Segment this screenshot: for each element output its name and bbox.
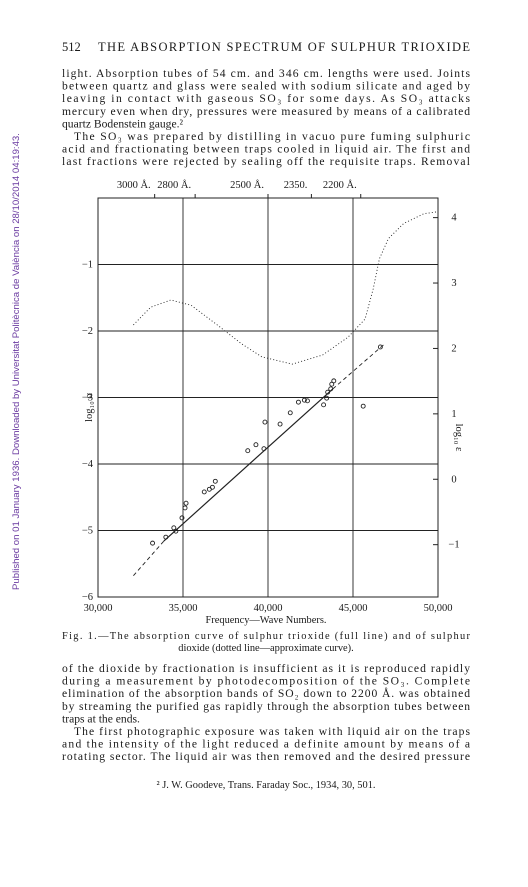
top-tick-label: 3000 Å.	[117, 179, 151, 191]
data-point	[201, 489, 207, 495]
y-tick-label: −5	[82, 526, 93, 537]
x-tick-label: 35,000	[169, 603, 198, 614]
y2-tick-label: 3	[451, 278, 456, 289]
caption-line: Fig. 1.—The absorption curve of sulphur …	[62, 631, 471, 642]
running-title: THE ABSORPTION SPECTRUM OF SULPHUR TRIOX…	[98, 40, 470, 54]
download-notice: Published on 01 January 1936. Downloaded…	[11, 133, 22, 590]
data-point	[150, 540, 156, 546]
caption-line: dioxide (dotted line—approximate curve).	[178, 643, 353, 654]
x-axis-label: Frequency—Wave Numbers.	[206, 615, 327, 626]
y-tick-label: −6	[82, 592, 93, 603]
solid-curve	[163, 388, 334, 542]
text-line: leaving in contact with gaseous SO₃ for …	[62, 92, 470, 105]
data-point	[295, 399, 301, 405]
figure: 30,000 35,000 40,000 45,000 50,000 3000 Å. 280…	[82, 179, 464, 626]
data-point	[173, 528, 179, 534]
text-line: The SO₃ was prepared by distilling in va…	[74, 130, 470, 143]
x-tick-label: 40,000	[254, 603, 283, 614]
y-tick-label: −4	[82, 459, 94, 470]
text-line: by streaming the purified gas rapidly th…	[62, 700, 470, 713]
text-line: acid and fractionating between traps coo…	[62, 143, 470, 156]
data-point	[321, 402, 327, 408]
y2-axis-label: log₁₀ ε	[453, 424, 464, 452]
dotted-curve	[133, 211, 439, 365]
footnote: ² J. W. Goodeve, Trans. Faraday Soc., 19…	[156, 780, 375, 791]
y2-tick-label: 0	[451, 474, 456, 485]
data-point	[212, 478, 218, 484]
x-tick-label: 50,000	[424, 603, 453, 614]
data-point	[183, 500, 189, 506]
top-tick-label: 2200 Å.	[323, 179, 357, 191]
data-point	[209, 484, 215, 490]
top-tick-label: 2350.	[284, 180, 308, 191]
y2-tick-label: 2	[451, 343, 456, 354]
data-point	[182, 505, 188, 511]
top-tick-label: 2800 Å.	[157, 179, 191, 191]
text-line: traps at the ends.	[62, 712, 140, 725]
data-point	[253, 442, 259, 448]
top-tick-label: 2500 Å.	[230, 179, 264, 191]
data-point	[179, 515, 185, 521]
y2-tick-label: 4	[451, 213, 457, 224]
text-line: of the dioxide by fractionation is insuf…	[62, 662, 470, 675]
data-point	[331, 378, 337, 384]
data-point	[304, 398, 310, 404]
dashed-curve	[332, 344, 384, 390]
data-point	[324, 395, 330, 401]
y-axis-label: log₁₀ α	[84, 393, 95, 422]
page-number: 512	[62, 40, 81, 54]
data-point	[377, 344, 383, 350]
data-point	[262, 419, 268, 425]
y2-tick-label: 1	[451, 409, 456, 420]
y2-tick-label: −1	[448, 540, 459, 551]
text-line: The first photographic exposure was take…	[74, 725, 470, 738]
data-point	[287, 410, 293, 416]
text-line: and the intensity of the light reduced a…	[62, 738, 470, 751]
text-line: elimination of the absorption bands of S…	[62, 686, 470, 700]
x-tick-label: 45,000	[339, 603, 368, 614]
text-line: between quartz and glass were sealed wit…	[62, 80, 470, 93]
x-tick-label: 30,000	[84, 603, 113, 614]
y-tick-label: −3	[82, 393, 93, 404]
data-point	[360, 403, 366, 409]
y-tick-label: −2	[82, 326, 93, 337]
y-tick-label: −1	[82, 260, 93, 271]
text-line: during a measurement by photodecompositi…	[62, 675, 470, 688]
text-line: light. Absorption tubes of 54 cm. and 34…	[62, 67, 470, 80]
data-point	[277, 421, 283, 427]
dashed-curve	[133, 540, 165, 576]
text-line: last fractions were rejected by sealing …	[62, 155, 470, 168]
data-point	[301, 397, 307, 403]
text-line: quartz Bodenstein gauge.²	[62, 117, 184, 130]
text-line: rotating sector. The liquid air was then…	[62, 750, 470, 763]
text-line: mercury even when dry, pressures were me…	[62, 105, 470, 118]
data-point	[245, 448, 251, 454]
